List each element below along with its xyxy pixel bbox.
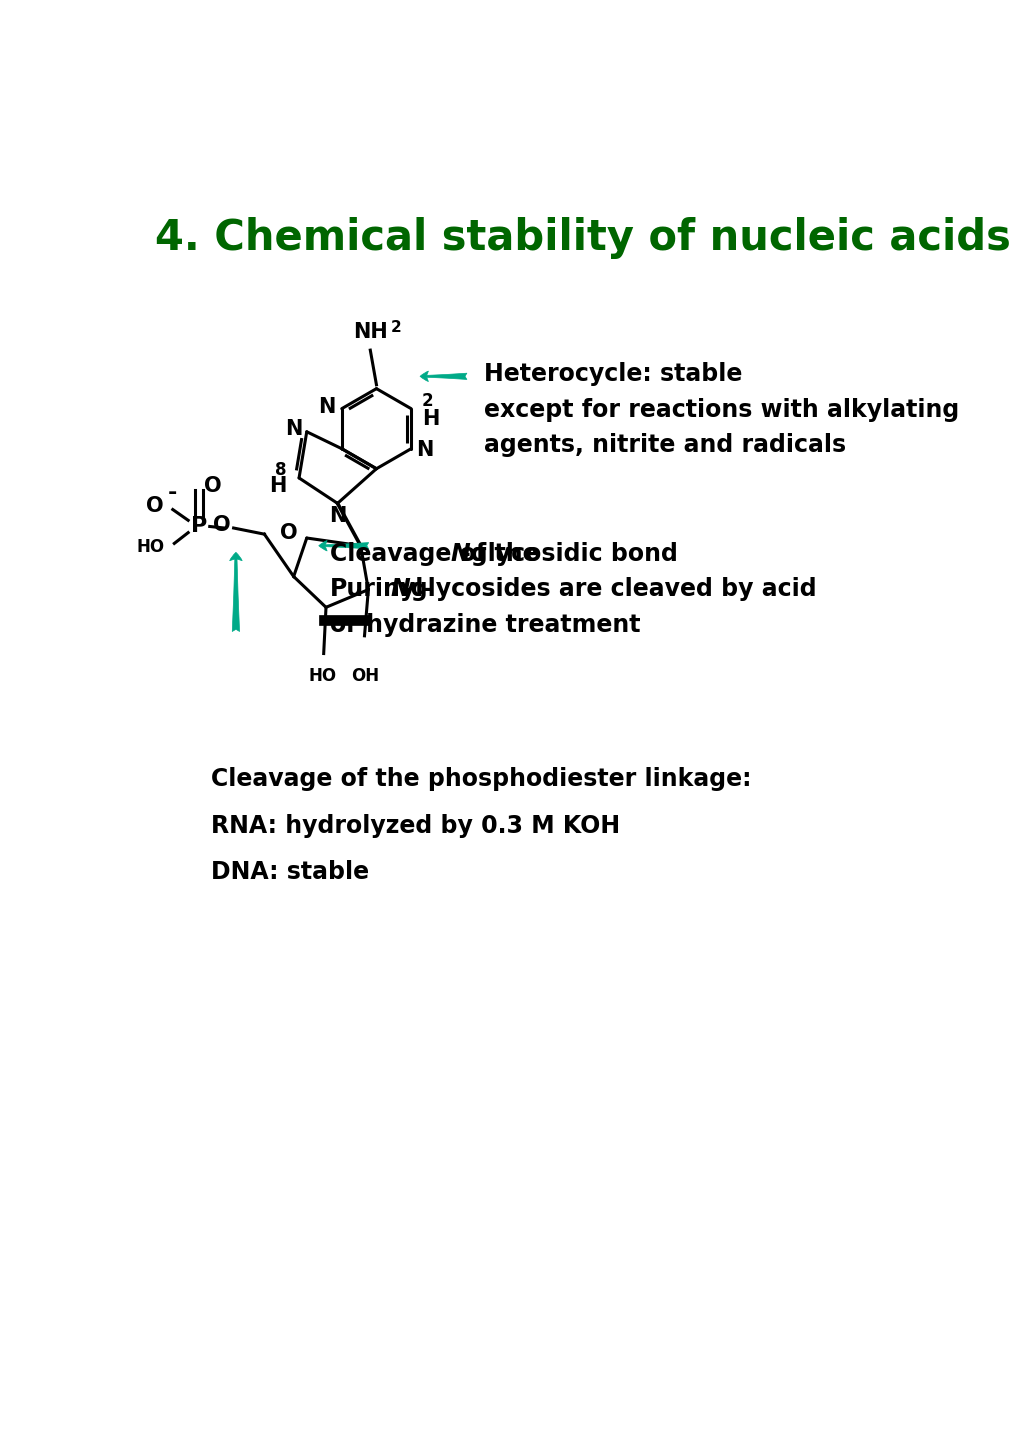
Text: O: O (146, 496, 163, 516)
Text: -: - (168, 483, 177, 503)
Text: N: N (318, 397, 335, 417)
Text: Heterocycle: stable: Heterocycle: stable (484, 362, 742, 386)
Text: N: N (390, 577, 410, 601)
Text: 4. Chemical stability of nucleic acids: 4. Chemical stability of nucleic acids (155, 216, 1010, 260)
Text: P: P (191, 516, 207, 536)
Text: OH: OH (351, 668, 379, 685)
Text: except for reactions with alkylating: except for reactions with alkylating (484, 398, 959, 423)
Text: O: O (213, 515, 230, 535)
Text: Cleavage of the: Cleavage of the (330, 542, 546, 565)
Text: H: H (269, 476, 286, 496)
Text: RNA: hydrolyzed by 0.3 M KOH: RNA: hydrolyzed by 0.3 M KOH (211, 813, 620, 838)
Text: agents, nitrite and radicals: agents, nitrite and radicals (484, 433, 846, 457)
Text: -glycosides are cleaved by acid: -glycosides are cleaved by acid (400, 577, 815, 601)
Text: -glycosidic bond: -glycosidic bond (461, 542, 678, 565)
Text: N: N (416, 440, 433, 460)
Text: 2: 2 (422, 392, 433, 410)
Text: Cleavage of the phosphodiester linkage:: Cleavage of the phosphodiester linkage: (211, 767, 751, 792)
Text: NH: NH (353, 323, 387, 342)
Text: O: O (204, 476, 221, 496)
Text: Purinyl-: Purinyl- (330, 577, 434, 601)
Text: or hydrazine treatment: or hydrazine treatment (330, 613, 640, 637)
Text: N: N (450, 542, 471, 565)
Text: N: N (328, 506, 345, 526)
Text: HO: HO (137, 538, 165, 557)
Text: HO: HO (309, 668, 336, 685)
Text: 2: 2 (390, 320, 400, 335)
Text: N: N (284, 418, 302, 438)
Text: 8: 8 (275, 461, 286, 479)
Text: DNA: stable: DNA: stable (211, 859, 369, 884)
Text: O: O (279, 523, 298, 544)
Text: H: H (422, 410, 439, 430)
